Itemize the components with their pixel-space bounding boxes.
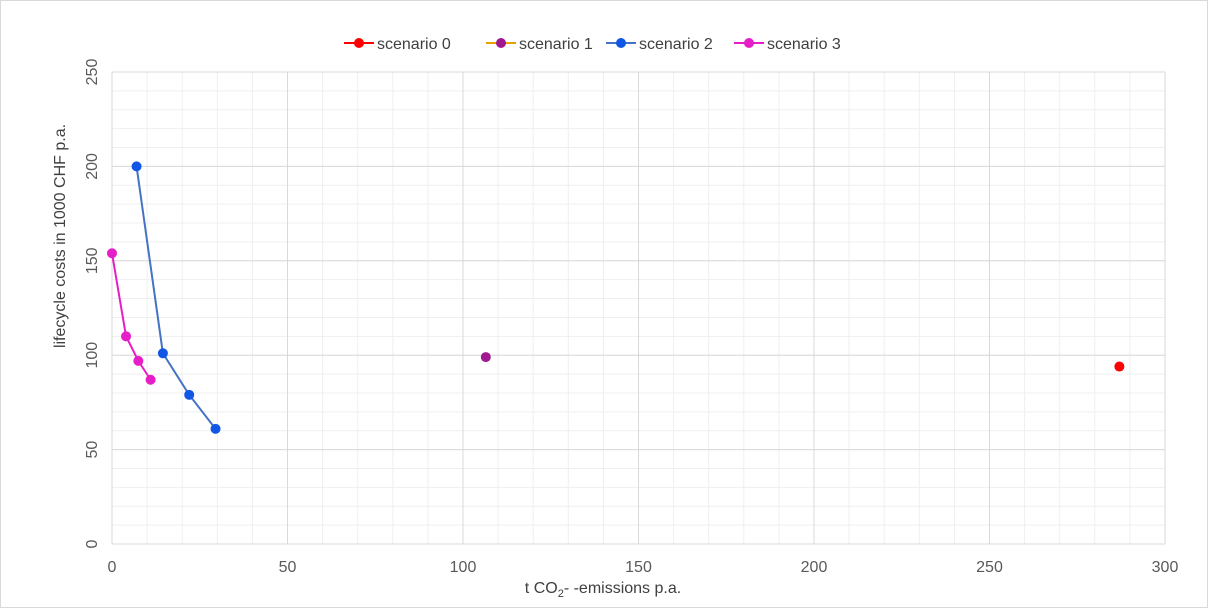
data-point	[121, 331, 132, 342]
x-tick-label: 100	[450, 559, 477, 576]
legend-item: scenario 0	[344, 36, 451, 53]
x-axis-title-subscript: 2	[558, 588, 564, 600]
x-tick-label: 250	[976, 559, 1003, 576]
data-point	[480, 352, 491, 363]
x-tick-label: 0	[108, 559, 117, 576]
legend-marker	[354, 38, 364, 48]
x-axis-title-after: - -emissions p.a.	[564, 580, 681, 597]
legend-marker	[744, 38, 754, 48]
y-tick-label: 100	[84, 342, 101, 369]
y-tick-label: 50	[84, 441, 101, 459]
y-tick-label: 200	[84, 153, 101, 180]
series-0	[1114, 361, 1125, 372]
data-point	[210, 423, 221, 434]
major-gridlines	[111, 71, 1166, 545]
series-1	[480, 352, 491, 363]
y-tick-labels: 0 50 100 150 200 250	[84, 59, 101, 549]
y-tick-label: 250	[84, 59, 101, 86]
data-point	[157, 348, 168, 359]
data-point	[133, 355, 144, 366]
series-line	[111, 253, 152, 381]
series-3	[107, 248, 156, 385]
x-axis-title-before: t CO	[525, 580, 558, 597]
data-point	[1114, 361, 1125, 372]
x-tick-label: 50	[279, 559, 297, 576]
legend-marker	[496, 38, 506, 48]
legend-label: scenario 2	[639, 36, 713, 53]
legend-item: scenario 1	[486, 36, 593, 53]
legend-label: scenario 1	[519, 36, 593, 53]
y-tick-label: 150	[84, 247, 101, 274]
y-axis-title: lifecycle costs in 1000 CHF p.a.	[52, 124, 69, 348]
x-axis-title: t CO2- -emissions p.a.	[525, 580, 681, 600]
x-tick-label: 150	[625, 559, 652, 576]
x-tick-label: 200	[801, 559, 828, 576]
y-tick-label: 0	[84, 539, 101, 548]
legend: scenario 0 scenario 1 scenario 2 scenario 3	[344, 36, 841, 53]
legend-item: scenario 2	[606, 36, 713, 53]
legend-item: scenario 3	[734, 36, 841, 53]
data-point	[107, 248, 117, 259]
legend-label: scenario 0	[377, 36, 451, 53]
data-point	[131, 161, 142, 172]
x-tick-labels: 0 50 100 150 200 250 300	[108, 559, 1179, 576]
series-2	[131, 161, 221, 434]
x-tick-label: 300	[1152, 559, 1179, 576]
data-point	[145, 374, 156, 385]
legend-label: scenario 3	[767, 36, 841, 53]
legend-marker	[616, 38, 626, 48]
series-layer	[107, 161, 1125, 434]
data-point	[184, 389, 195, 400]
series-line	[135, 166, 217, 430]
